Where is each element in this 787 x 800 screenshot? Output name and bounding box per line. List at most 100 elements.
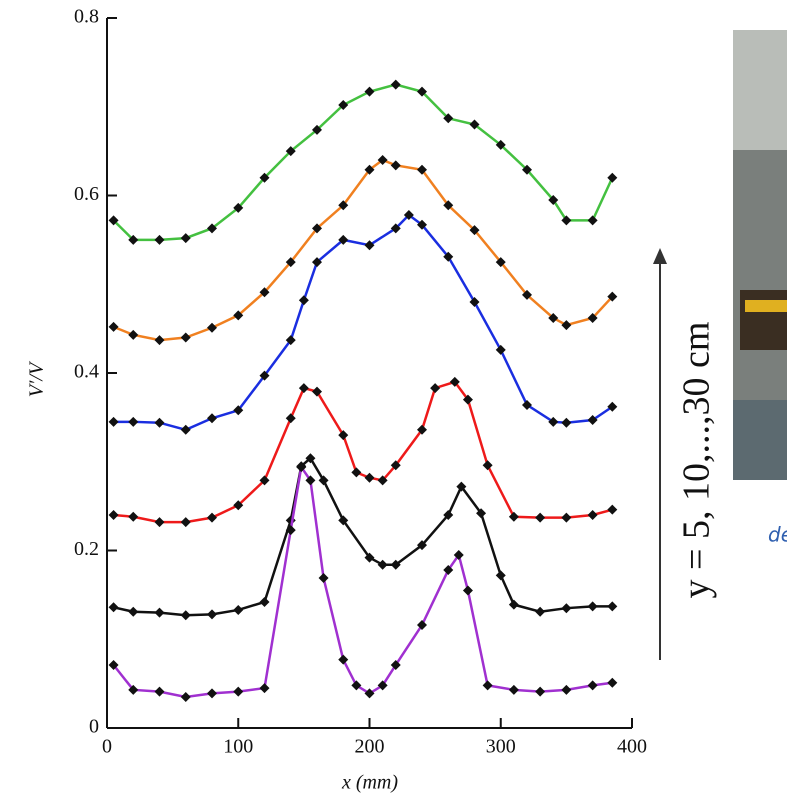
marker [417,164,427,175]
marker [305,475,316,486]
marker [508,684,519,695]
marker [364,472,375,483]
marker [312,386,322,397]
marker [462,585,473,596]
marker [233,500,244,511]
marker [318,573,329,584]
marker [233,686,244,697]
marker [285,146,296,157]
series-line [112,463,613,699]
marker [417,219,427,230]
marker [495,139,506,150]
marker [390,160,401,171]
arrow-head [653,248,667,264]
marker [417,86,427,97]
marker [561,512,572,523]
marker [338,234,349,245]
marker [607,172,618,183]
marker [128,684,139,695]
marker [443,251,454,262]
marker [508,599,519,610]
marker [285,257,296,268]
marker [180,424,191,435]
marker [443,113,454,124]
marker [298,295,309,306]
marker [259,370,270,381]
x-tick-label: 100 [223,736,253,758]
marker [351,680,362,691]
marker [233,405,244,416]
marker [305,453,316,464]
series-line [113,213,614,432]
marker [128,416,139,427]
marker [417,424,427,435]
marker [207,688,217,699]
marker [296,462,307,473]
marker [587,215,598,226]
marker [338,99,349,110]
marker [456,481,467,492]
marker [364,688,375,699]
marker [417,620,427,631]
marker [587,601,598,612]
marker [430,383,441,394]
marker [128,511,139,522]
marker [312,223,322,234]
marker [443,565,454,576]
x-tick-label: 300 [486,736,516,758]
marker [364,552,375,563]
marker [318,475,329,486]
marker [128,329,139,340]
marker [207,322,217,333]
series-line [113,380,613,524]
marker [443,200,454,211]
marker [561,215,572,226]
y-tick-label: 0.8 [74,6,99,28]
marker [377,475,388,486]
marker [351,467,362,478]
marker [462,394,473,405]
marker [587,415,598,426]
marker [587,312,598,323]
marker [522,164,532,175]
marker [207,413,217,424]
marker [364,86,375,97]
marker [364,240,375,251]
marker [259,287,270,298]
marker [535,686,546,697]
marker [259,172,270,183]
marker [154,607,165,618]
marker [469,119,480,130]
marker [469,225,480,236]
marker [561,684,572,695]
marker [298,383,309,394]
series-line [112,83,614,242]
marker [535,512,546,523]
marker [312,124,322,135]
marker [390,460,401,471]
marker [607,401,618,412]
x-tick-label: 400 [617,736,647,758]
marker [453,549,464,560]
marker [548,416,559,427]
marker [338,430,349,441]
marker [548,194,559,205]
marker [364,164,375,175]
marker [508,511,519,522]
series-line [113,456,613,617]
marker [154,417,165,428]
marker [390,79,401,90]
marker [482,460,493,471]
marker [207,223,217,234]
marker [390,559,401,570]
marker [338,654,349,665]
marker [495,344,506,355]
photo [733,30,787,480]
marker [443,510,454,520]
marker [233,310,244,321]
marker [607,677,618,688]
marker [390,223,401,234]
marker [207,512,217,523]
marker [108,321,119,332]
